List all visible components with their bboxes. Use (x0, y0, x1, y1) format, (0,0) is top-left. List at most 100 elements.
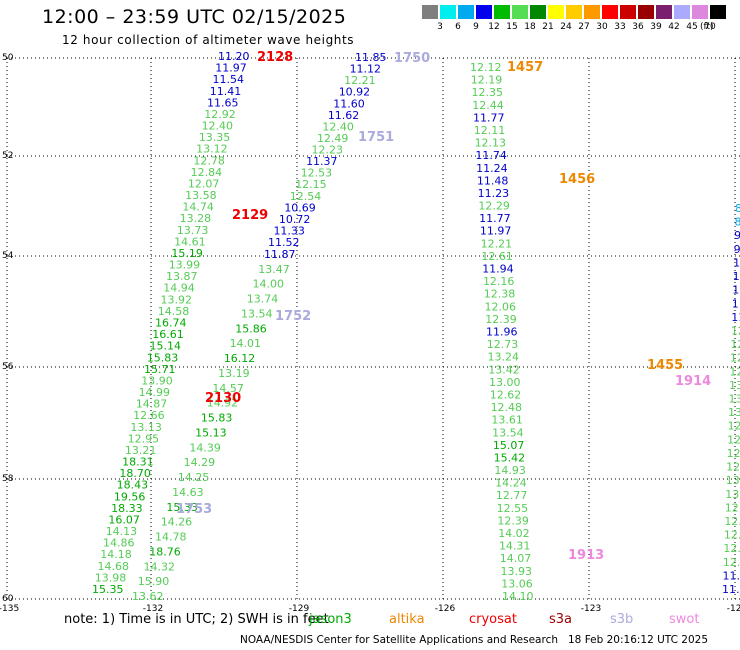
colorbar-swatch (656, 5, 672, 19)
track-value: 11.60 (333, 97, 365, 110)
lon-label: -135 (0, 604, 19, 614)
pass-label: 1752 (275, 309, 311, 324)
track-value: 15.14 (150, 340, 182, 353)
track-value: 11.96 (486, 326, 518, 339)
track-value: 14.87 (136, 398, 168, 411)
pass-label: 2128 (257, 50, 293, 65)
track-value: 11.23 (478, 187, 510, 200)
track-value: 13.21 (125, 444, 157, 457)
pass-label: 1750 (394, 51, 430, 66)
track-value: 12.05 (723, 556, 740, 569)
track-value: 12.57 (730, 352, 740, 365)
track-value: 11.41 (210, 85, 242, 98)
track-value: 14.61 (174, 235, 206, 248)
track-value: 11.00 (732, 284, 740, 297)
track-value: 13.24 (488, 351, 520, 364)
colorbar-swatch (530, 5, 546, 19)
lat-label: 52 (2, 151, 13, 161)
track-value: 15.35 (92, 583, 124, 596)
track-value: 13.99 (169, 259, 201, 272)
track-value: 14.13 (106, 525, 137, 538)
page-title: 12:00 – 23:59 UTC 02/15/2025 (42, 6, 347, 28)
track-value: 13.61 (491, 414, 523, 427)
track-value: 15.42 (494, 451, 525, 464)
track-value: 11.89 (722, 569, 740, 582)
track-value: 12.49 (317, 132, 349, 145)
track-value: 13.06 (501, 577, 533, 590)
track-value: 11.13 (733, 270, 740, 283)
lon-label: -120 (727, 604, 740, 614)
lat-label: 50 (2, 53, 14, 63)
track-value: 12.11 (474, 124, 506, 137)
track-value: 14.24 (495, 477, 526, 490)
pass-label: 2129 (232, 208, 268, 223)
track-value: 11.24 (476, 162, 508, 175)
track-value: 11.20 (218, 50, 250, 63)
legend-swot: swot (669, 612, 700, 627)
track-value: 13.51 (726, 474, 740, 487)
colorbar-label: 21 (542, 22, 554, 32)
track-value: 11.12 (350, 63, 382, 76)
track-value: 12.40 (322, 120, 354, 133)
track-value: 11.54 (213, 73, 245, 86)
track-value: 14.26 (161, 516, 193, 529)
track-value: 15.83 (201, 412, 233, 425)
colorbar-label: 18 (524, 22, 536, 32)
colorbar-swatch (512, 5, 528, 19)
track-value: 14.74 (182, 201, 214, 214)
track-value: 13.06 (729, 393, 740, 406)
track-value: 13.31 (729, 379, 740, 392)
track-value: 12.80 (723, 542, 740, 555)
track-value: 13.74 (247, 293, 278, 306)
colorbar-swatch (494, 5, 510, 19)
track-value: 10.92 (339, 86, 371, 99)
track-value: 14.68 (97, 560, 129, 573)
track-value: 12.23 (312, 144, 344, 157)
pass-label: 1753 (176, 502, 212, 517)
track-value: 13.31 (728, 406, 740, 419)
track-value: 15.86 (235, 322, 267, 335)
colorbar-swatch (602, 5, 618, 19)
track-value: 13.87 (166, 270, 198, 283)
track-value: 14.92 (207, 397, 239, 410)
track-value: 12.78 (193, 154, 225, 167)
colorbar-swatch (566, 5, 582, 19)
track-value: 12.77 (496, 489, 528, 502)
track-value: 12.66 (133, 409, 165, 422)
track-value: 15.07 (493, 439, 525, 452)
track-value: 12.55 (497, 502, 528, 515)
track-value: 12.21 (344, 74, 376, 87)
colorbar-label: 39 (650, 22, 662, 32)
colorbar-unit: (ft) (700, 22, 714, 32)
track-value: 13.62 (132, 590, 164, 603)
colorbar-swatch (710, 5, 726, 19)
track-value: 12.12 (731, 324, 740, 337)
track-value: 14.39 (189, 441, 221, 454)
track-value: 12.96 (727, 433, 740, 446)
track-value: 12.16 (483, 275, 515, 288)
track-value: 11.85 (355, 51, 387, 64)
legend-s3a: s3a (549, 612, 573, 627)
track-value: 14.32 (143, 560, 175, 573)
track-value: 14.63 (172, 486, 204, 499)
track-value: 12.48 (491, 401, 522, 414)
colorbar-swatch (458, 5, 474, 19)
track-value: 16.07 (108, 513, 140, 526)
track-value: 14.29 (184, 456, 216, 469)
track-value: 14.07 (500, 552, 532, 565)
legend-jason3: jason3 (309, 612, 352, 627)
track-value: 8. (735, 202, 740, 215)
track-value: 13.27 (725, 488, 740, 501)
track-value: 13.28 (180, 212, 212, 225)
track-value: 13.73 (177, 224, 209, 237)
colorbar-label: 70 (704, 22, 716, 32)
track-value: 12.19 (471, 74, 503, 87)
track-value: 15.13 (195, 426, 227, 439)
track-value: 13.58 (185, 189, 217, 202)
track-value: 12.40 (202, 120, 234, 133)
pass-label: 1751 (358, 130, 394, 145)
colorbar-label: 15 (506, 22, 518, 32)
track-value: 16.12 (224, 352, 256, 365)
colorbar-label: 42 (668, 22, 680, 32)
